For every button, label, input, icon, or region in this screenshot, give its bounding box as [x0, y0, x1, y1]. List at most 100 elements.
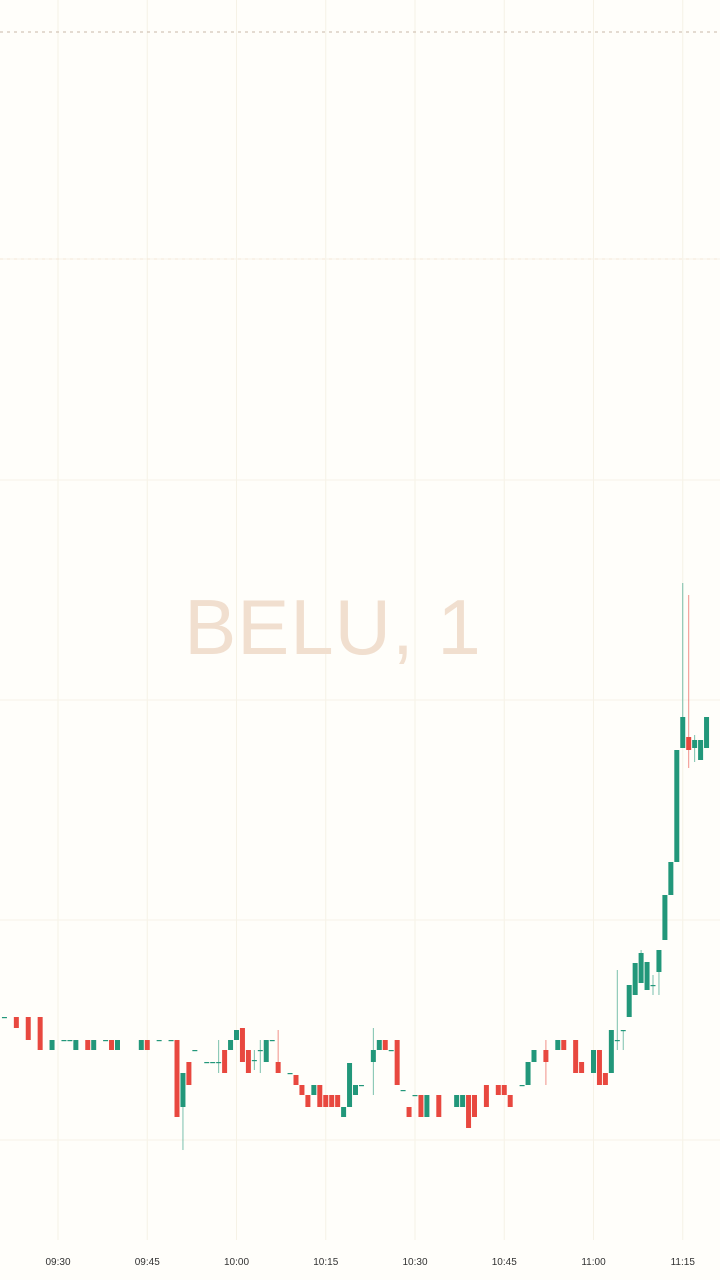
candle-down: [25, 1017, 31, 1040]
candle-body: [692, 740, 698, 748]
candle-body: [698, 740, 704, 760]
candle-body: [614, 1040, 620, 1042]
candle-body: [519, 1085, 525, 1087]
candle-body: [222, 1050, 228, 1073]
candle-up: [156, 1040, 162, 1042]
candle-up: [370, 1028, 376, 1095]
candle-body: [680, 717, 686, 748]
candle-body: [192, 1050, 198, 1052]
candle-body: [376, 1040, 382, 1050]
candle-body: [573, 1040, 579, 1073]
candle-body: [495, 1085, 501, 1095]
candle-body: [1, 1017, 7, 1019]
candle-down: [472, 1095, 477, 1117]
x-tick-label: 09:45: [134, 1257, 160, 1268]
candle-body: [686, 737, 692, 750]
candle-body: [418, 1095, 424, 1117]
candle-body: [13, 1017, 19, 1028]
candle-down: [329, 1095, 335, 1107]
candle-up: [341, 1107, 347, 1117]
candle-body: [204, 1062, 210, 1064]
candle-down: [13, 1017, 19, 1028]
candle-down: [495, 1085, 501, 1095]
candle-body: [323, 1095, 329, 1107]
candle-body: [596, 1050, 602, 1085]
candle-up: [257, 1040, 263, 1073]
candle-down: [245, 1050, 251, 1073]
candle-up: [216, 1040, 222, 1073]
candle-down: [299, 1085, 305, 1095]
candle-body: [662, 895, 668, 940]
candle-body: [472, 1095, 477, 1117]
x-tick-label: 10:00: [223, 1257, 250, 1268]
candle-body: [138, 1040, 144, 1050]
candle-down: [317, 1085, 323, 1107]
candle-down: [483, 1085, 489, 1107]
candle-body: [388, 1050, 394, 1052]
candle-body: [275, 1062, 281, 1073]
candle-body: [454, 1095, 460, 1107]
candle-body: [85, 1040, 91, 1050]
candle-down: [174, 1040, 180, 1117]
candle-up: [180, 1073, 186, 1150]
x-tick-label: 10:30: [402, 1257, 428, 1268]
candle-up: [400, 1090, 406, 1092]
candle-down: [394, 1040, 400, 1085]
candle-body: [168, 1040, 174, 1042]
x-tick-label: 10:45: [491, 1257, 517, 1268]
candle-down: [561, 1040, 567, 1050]
candle-down: [543, 1040, 549, 1085]
candle-body: [620, 1030, 626, 1032]
candle-up: [704, 717, 710, 748]
candle-down: [335, 1095, 341, 1107]
candle-body: [424, 1095, 430, 1117]
candle-body: [287, 1073, 293, 1075]
candle-body: [73, 1040, 79, 1050]
candle-body: [704, 717, 710, 748]
candle-up: [376, 1040, 382, 1050]
candle-up: [454, 1095, 460, 1107]
candle-up: [614, 970, 620, 1050]
candle-body: [263, 1040, 269, 1062]
candle-body: [311, 1085, 317, 1095]
candle-up: [103, 1040, 109, 1042]
candle-body: [668, 862, 674, 895]
candle-down: [222, 1050, 228, 1073]
candle-body: [317, 1085, 323, 1107]
candle-body: [251, 1060, 257, 1062]
candle-down: [418, 1095, 424, 1117]
candle-body: [186, 1062, 192, 1085]
candle-down: [579, 1062, 585, 1073]
candle-body: [67, 1040, 73, 1042]
candle-up: [680, 583, 686, 748]
candle-body: [656, 950, 662, 972]
candle-body: [531, 1050, 537, 1062]
candle-up: [353, 1085, 358, 1095]
candle-up: [644, 962, 650, 990]
candle-up: [674, 750, 680, 862]
candle-up: [138, 1040, 144, 1050]
candle-body: [400, 1090, 406, 1092]
symbol-watermark: BELU, 1: [184, 583, 482, 671]
candle-down: [323, 1095, 329, 1107]
candle-up: [519, 1085, 525, 1087]
candle-body: [602, 1073, 608, 1085]
candle-body: [335, 1095, 341, 1107]
candle-up: [668, 862, 674, 895]
candle-body: [650, 985, 656, 987]
candle-body: [299, 1085, 305, 1095]
candle-up: [1, 1017, 7, 1019]
candle-down: [406, 1107, 412, 1117]
candle-up: [210, 1062, 216, 1064]
candle-up: [531, 1050, 537, 1062]
candle-body: [115, 1040, 120, 1050]
candle-body: [358, 1085, 364, 1087]
candle-down: [382, 1040, 388, 1050]
candle-body: [329, 1095, 335, 1107]
candle-body: [103, 1040, 109, 1042]
candle-up: [424, 1095, 430, 1117]
candle-up: [251, 1050, 257, 1070]
candle-up: [608, 1030, 614, 1073]
